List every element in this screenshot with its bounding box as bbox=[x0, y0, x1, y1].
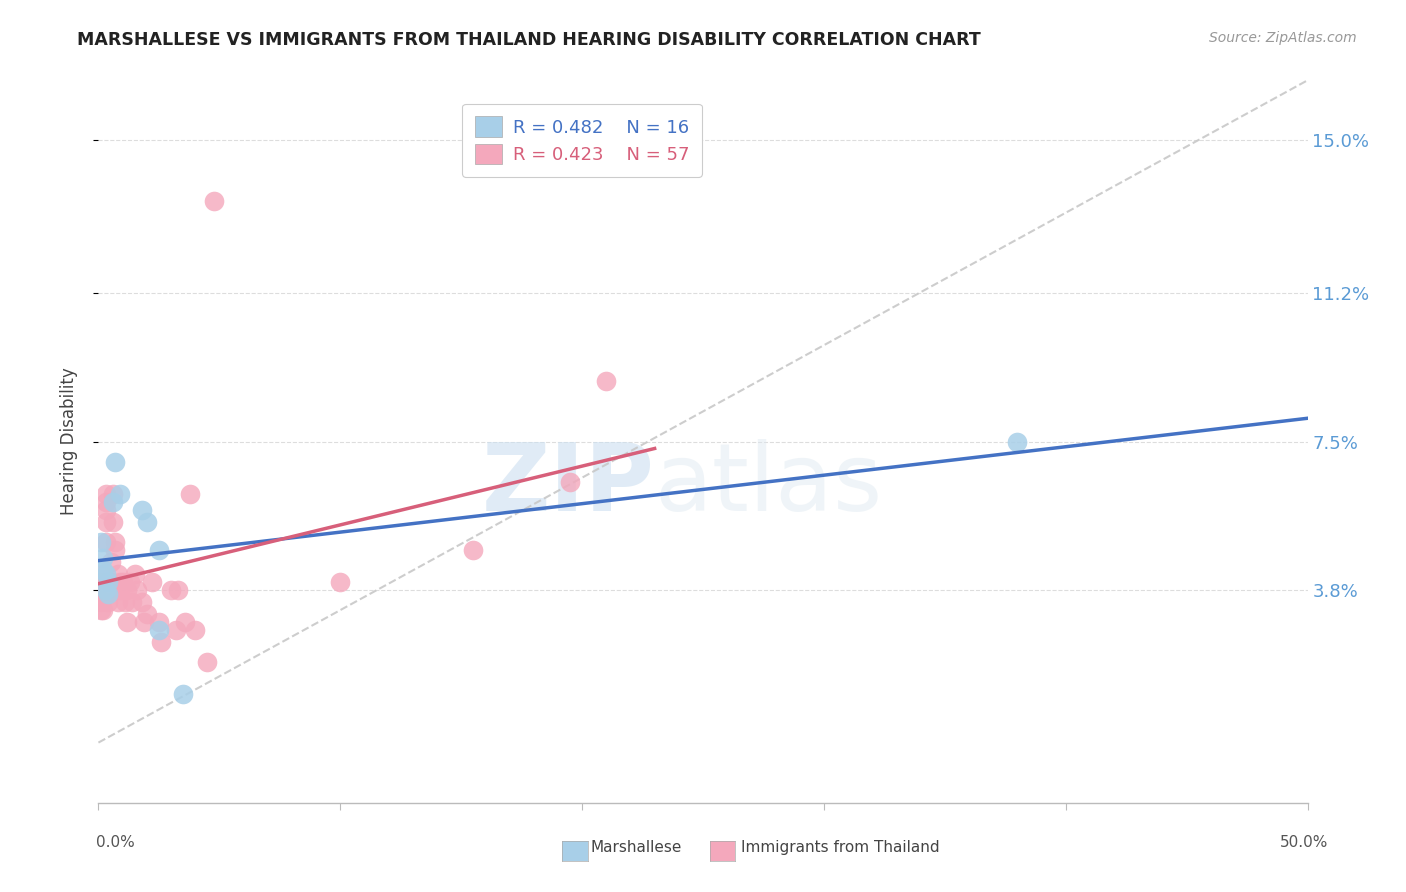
Point bbox=[117, 615, 139, 630]
Legend: R = 0.482    N = 16, R = 0.423    N = 57: R = 0.482 N = 16, R = 0.423 N = 57 bbox=[463, 103, 702, 178]
Point bbox=[118, 574, 141, 589]
Text: Immigrants from Thailand: Immigrants from Thailand bbox=[741, 840, 939, 855]
Point bbox=[107, 567, 129, 582]
Text: Source: ZipAtlas.com: Source: ZipAtlas.com bbox=[1209, 31, 1357, 45]
Point bbox=[104, 534, 127, 549]
Point bbox=[100, 555, 122, 569]
Point bbox=[90, 603, 112, 617]
Point bbox=[131, 595, 153, 609]
Text: atlas: atlas bbox=[655, 439, 883, 531]
Point bbox=[97, 595, 120, 609]
Point bbox=[91, 603, 114, 617]
Text: ZIP: ZIP bbox=[482, 439, 655, 531]
Point bbox=[91, 583, 114, 598]
Point bbox=[94, 494, 117, 508]
Point bbox=[141, 574, 163, 589]
Point bbox=[329, 574, 352, 589]
Point bbox=[121, 595, 143, 609]
Y-axis label: Hearing Disability: Hearing Disability bbox=[59, 368, 77, 516]
Point bbox=[174, 615, 197, 630]
Point bbox=[1007, 434, 1029, 449]
Point bbox=[150, 635, 173, 649]
Text: MARSHALLESE VS IMMIGRANTS FROM THAILAND HEARING DISABILITY CORRELATION CHART: MARSHALLESE VS IMMIGRANTS FROM THAILAND … bbox=[77, 31, 981, 49]
Point bbox=[94, 503, 117, 517]
Point bbox=[114, 595, 136, 609]
Point bbox=[172, 687, 194, 701]
Point bbox=[97, 574, 120, 589]
Point bbox=[91, 574, 114, 589]
Point bbox=[91, 583, 114, 598]
Point bbox=[94, 487, 117, 501]
Point bbox=[104, 542, 127, 557]
Point bbox=[204, 194, 226, 208]
Point bbox=[195, 655, 218, 669]
Point bbox=[108, 583, 131, 598]
Point bbox=[90, 534, 112, 549]
Point bbox=[595, 375, 617, 389]
Point bbox=[97, 583, 120, 598]
Point bbox=[90, 591, 112, 606]
Point bbox=[101, 494, 124, 508]
Point bbox=[165, 623, 187, 637]
Point bbox=[184, 623, 207, 637]
Point bbox=[91, 591, 114, 606]
Point bbox=[124, 567, 146, 582]
Point bbox=[135, 515, 157, 529]
Point bbox=[134, 615, 156, 630]
Point bbox=[101, 487, 124, 501]
Point bbox=[558, 475, 581, 489]
Point bbox=[97, 574, 120, 589]
Point bbox=[148, 615, 170, 630]
Point bbox=[91, 567, 114, 582]
Point bbox=[160, 583, 183, 598]
Text: 50.0%: 50.0% bbox=[1281, 836, 1329, 850]
Point bbox=[94, 583, 117, 598]
Point bbox=[127, 583, 149, 598]
Point bbox=[117, 583, 139, 598]
Point bbox=[101, 515, 124, 529]
Point bbox=[91, 551, 114, 566]
Point bbox=[111, 574, 134, 589]
Point bbox=[91, 563, 114, 577]
Point bbox=[108, 487, 131, 501]
Point bbox=[94, 534, 117, 549]
Point bbox=[90, 595, 112, 609]
Text: Marshallese: Marshallese bbox=[591, 840, 682, 855]
Point bbox=[90, 574, 112, 589]
Point bbox=[148, 623, 170, 637]
Point bbox=[135, 607, 157, 622]
Point bbox=[100, 574, 122, 589]
Text: 0.0%: 0.0% bbox=[96, 836, 135, 850]
Point bbox=[148, 542, 170, 557]
Point bbox=[100, 583, 122, 598]
Point bbox=[94, 567, 117, 582]
Point bbox=[104, 454, 127, 469]
Point bbox=[94, 515, 117, 529]
Point bbox=[167, 583, 190, 598]
Point bbox=[463, 542, 485, 557]
Point bbox=[90, 583, 112, 598]
Point bbox=[108, 574, 131, 589]
Point bbox=[97, 587, 120, 601]
Point bbox=[131, 503, 153, 517]
Point bbox=[107, 595, 129, 609]
Point bbox=[179, 487, 201, 501]
Point bbox=[107, 583, 129, 598]
